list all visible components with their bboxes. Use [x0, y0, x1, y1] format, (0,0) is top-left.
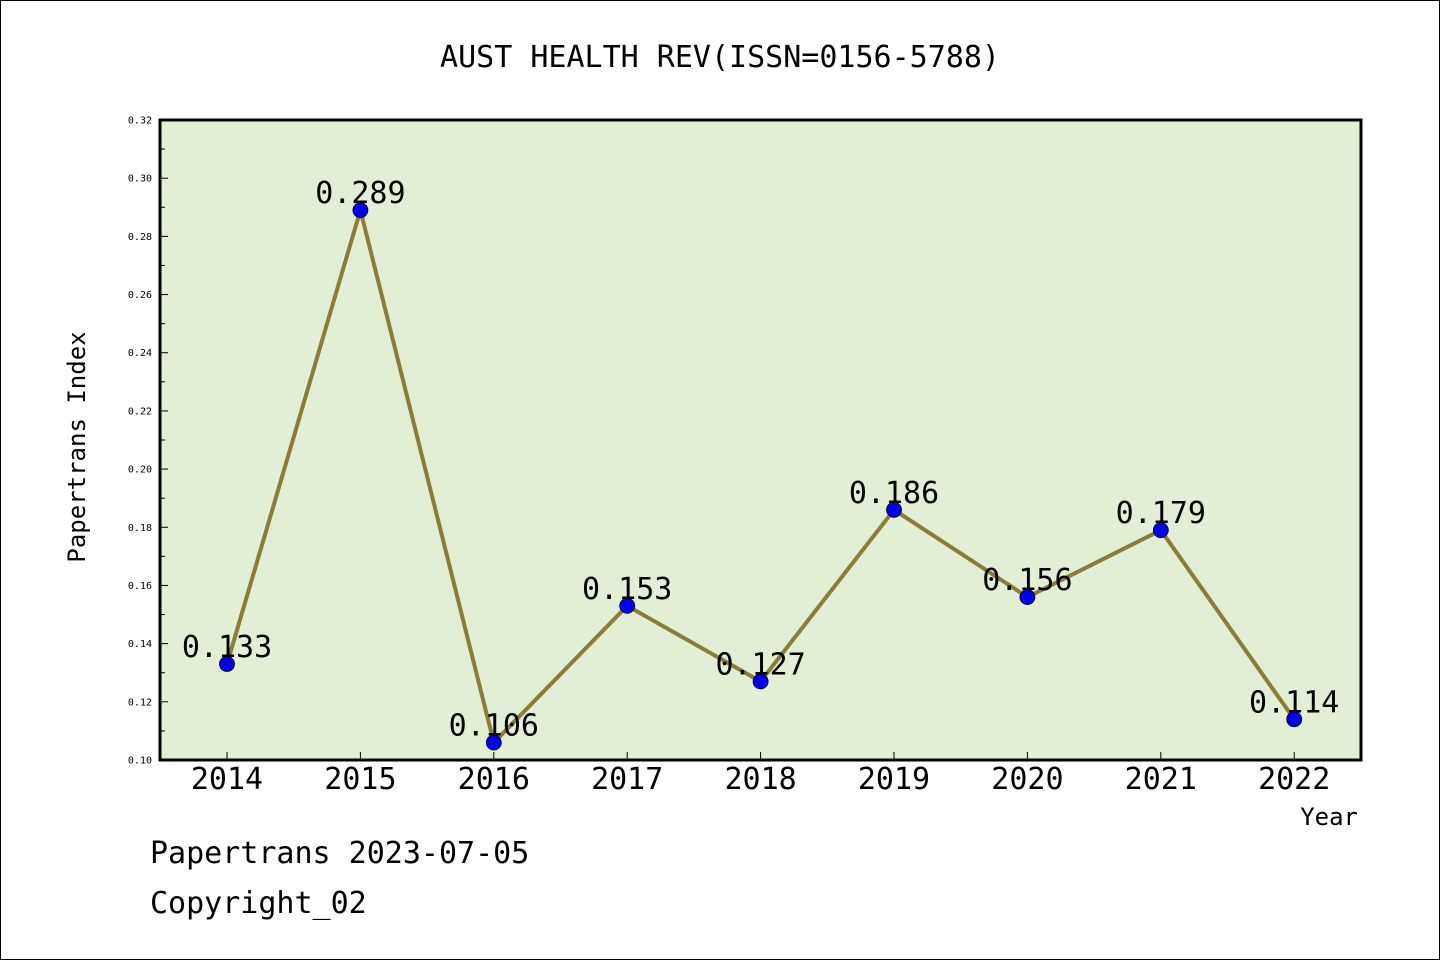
y-tick-label: 0.10 [128, 756, 152, 767]
data-label: 0.106 [449, 709, 539, 744]
y-tick-label: 0.28 [128, 232, 152, 243]
y-tick-label: 0.20 [128, 465, 152, 476]
data-label: 0.133 [182, 630, 272, 665]
y-tick-label: 0.30 [128, 174, 152, 185]
data-point [1019, 589, 1036, 605]
data-point [1286, 711, 1303, 728]
data-label: 0.186 [849, 476, 939, 511]
y-tick-label: 0.26 [128, 290, 152, 301]
data-label: 0.127 [715, 647, 805, 682]
data-point [752, 673, 769, 690]
y-tick-label: 0.32 [128, 116, 152, 127]
x-tick-label: 2019 [858, 762, 930, 797]
y-tick-label: 0.18 [128, 523, 152, 534]
x-tick-label: 2015 [324, 762, 396, 797]
footer-copyright: Copyright_02 [150, 886, 367, 921]
y-tick-label: 0.22 [128, 406, 152, 417]
x-tick-label: 2014 [191, 762, 263, 797]
data-point [219, 656, 235, 672]
x-axis: 2014 2015 2016 2017 2018 2019 2020 2021 2022 [191, 752, 1330, 797]
y-tick-label: 0.24 [128, 348, 152, 359]
data-label: 0.156 [982, 563, 1072, 598]
data-point [619, 597, 636, 614]
x-tick-label: 2016 [458, 762, 530, 797]
data-label: 0.153 [582, 572, 672, 607]
x-tick-label: 2018 [724, 762, 796, 797]
plot-area [160, 120, 1361, 760]
data-label: 0.289 [315, 176, 405, 211]
plot-border [158, 118, 1363, 762]
x-tick-label: 2022 [1258, 762, 1330, 797]
data-point [485, 734, 502, 751]
x-tick-label: 2021 [1125, 762, 1197, 797]
y-axis-label: Papertrans Index [63, 331, 91, 562]
data-point [352, 202, 369, 219]
data-point [1152, 522, 1169, 539]
x-axis-label: Year [1300, 803, 1358, 831]
footer-date: Papertrans 2023-07-05 [150, 836, 529, 871]
chart-title: AUST HEALTH REV(ISSN=0156-5788) [440, 40, 1000, 75]
x-tick-label: 2020 [991, 762, 1063, 797]
data-labels: 0.133 0.289 0.106 0.153 0.127 0.186 0.156 0.179… [182, 176, 1340, 743]
y-tick-label: 0.16 [128, 581, 152, 592]
y-tick-label: 0.12 [128, 697, 152, 708]
x-tick-label: 2017 [591, 762, 663, 797]
series-line-group [219, 202, 1303, 751]
data-point [886, 501, 902, 518]
y-tick-label: 0.14 [128, 639, 152, 650]
data-label: 0.179 [1116, 496, 1206, 531]
data-label: 0.114 [1249, 685, 1339, 720]
